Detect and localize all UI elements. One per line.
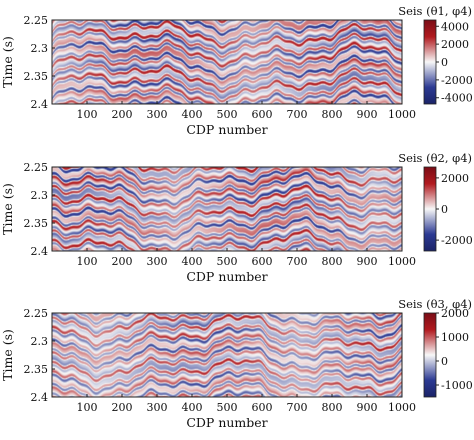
- colorbar-tick-label: 0: [441, 355, 448, 368]
- colorbar-tick-label: -2000: [441, 74, 473, 87]
- y-tick-label: 2.4: [31, 245, 49, 258]
- colorbar-tick-label: 2000: [441, 172, 469, 185]
- y-tick-label: 2.4: [31, 98, 49, 111]
- x-tick-label: 1000: [388, 255, 416, 268]
- y-tick-label: 2.25: [24, 161, 49, 174]
- y-axis-label: Time (s): [0, 183, 15, 235]
- y-tick-label: 2.3: [31, 189, 49, 202]
- colorbar-tick-label: 0: [441, 56, 448, 69]
- y-axis-label: Time (s): [0, 329, 15, 381]
- y-tick-label: 2.4: [31, 391, 49, 404]
- x-tick-label: 600: [252, 401, 273, 414]
- heatmap-image: [52, 20, 402, 104]
- colorbar-tick-label: -4000: [441, 92, 473, 105]
- colorbar-title: Seis (θ3, φ4): [398, 297, 472, 311]
- x-tick-label: 500: [217, 401, 238, 414]
- y-tick-label: 2.3: [31, 42, 49, 55]
- x-tick-label: 300: [147, 255, 168, 268]
- y-tick-label: 2.25: [24, 14, 49, 27]
- y-tick-label: 2.35: [24, 363, 49, 376]
- x-tick-label: 300: [147, 108, 168, 121]
- x-tick-label: 100: [77, 401, 98, 414]
- x-tick-label: 1000: [388, 108, 416, 121]
- x-tick-label: 500: [217, 108, 238, 121]
- y-tick-label: 2.3: [31, 335, 49, 348]
- heatmap-image: [52, 313, 402, 397]
- colorbar-tick-label: 2000: [441, 307, 469, 320]
- colorbar-tick-label: 4000: [441, 20, 469, 33]
- x-tick-label: 200: [112, 255, 133, 268]
- x-axis-label: CDP number: [186, 269, 267, 284]
- colorbar: [423, 19, 437, 105]
- colorbar-tick-label: -1000: [441, 379, 473, 392]
- colorbar-tick-label: 2000: [441, 38, 469, 51]
- heatmap-image: [52, 167, 402, 251]
- x-tick-label: 800: [322, 255, 343, 268]
- x-tick-label: 200: [112, 401, 133, 414]
- colorbar-tick-label: 0: [441, 203, 448, 216]
- x-tick-label: 900: [357, 255, 378, 268]
- x-axis-label: CDP number: [186, 415, 267, 430]
- x-tick-label: 100: [77, 255, 98, 268]
- x-tick-label: 400: [182, 108, 203, 121]
- x-tick-label: 500: [217, 255, 238, 268]
- x-tick-label: 300: [147, 401, 168, 414]
- y-tick-label: 2.35: [24, 217, 49, 230]
- x-tick-label: 400: [182, 401, 203, 414]
- x-tick-label: 600: [252, 108, 273, 121]
- y-tick-label: 2.35: [24, 70, 49, 83]
- colorbar-tick-label: 1000: [441, 331, 469, 344]
- y-tick-label: 2.25: [24, 307, 49, 320]
- seismic-panel-1: 100 200 300 400 500 600 700 800 900 1000 2.25 2.3 2.…: [0, 4, 473, 137]
- x-tick-label: 700: [287, 255, 308, 268]
- y-axis-label: Time (s): [0, 36, 15, 88]
- seismic-panel-2: 100 200 300 400 500 600 700 800 900 1000 2.25 2.3 2.…: [0, 151, 473, 284]
- x-tick-label: 700: [287, 401, 308, 414]
- x-tick-label: 900: [357, 401, 378, 414]
- x-tick-label: 400: [182, 255, 203, 268]
- colorbar-title: Seis (θ1, φ4): [398, 4, 472, 18]
- x-tick-label: 600: [252, 255, 273, 268]
- x-tick-label: 100: [77, 108, 98, 121]
- x-tick-label: 1000: [388, 401, 416, 414]
- seismic-panel-3: 100 200 300 400 500 600 700 800 900 1000 2.25 2.3 2.…: [0, 297, 473, 430]
- x-tick-label: 800: [322, 401, 343, 414]
- x-tick-label: 200: [112, 108, 133, 121]
- x-tick-label: 900: [357, 108, 378, 121]
- x-axis-label: CDP number: [186, 122, 267, 137]
- colorbar: [423, 166, 437, 252]
- colorbar: [423, 312, 437, 398]
- colorbar-tick-label: -2000: [441, 234, 473, 247]
- colorbar-title: Seis (θ2, φ4): [398, 151, 472, 165]
- x-tick-label: 800: [322, 108, 343, 121]
- x-tick-label: 700: [287, 108, 308, 121]
